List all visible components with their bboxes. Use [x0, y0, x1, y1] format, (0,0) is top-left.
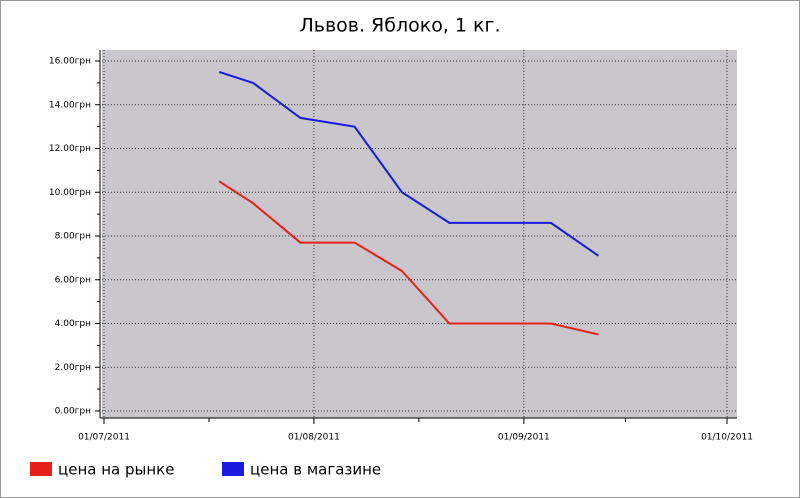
x-tick-label: 01/10/2011 — [701, 433, 753, 443]
legend-label: цена на рынке — [58, 461, 174, 479]
legend-swatch — [222, 462, 244, 476]
chart-title: Львов. Яблоко, 1 кг. — [299, 15, 500, 37]
legend-label: цена в магазине — [250, 461, 381, 479]
series-line — [218, 180, 599, 336]
y-tick-label: 10.00грн — [49, 188, 91, 198]
x-tick-label: 01/07/2011 — [78, 433, 130, 443]
y-tick-label: 0.00грн — [55, 407, 91, 417]
y-tick-label: 16.00грн — [49, 57, 91, 67]
y-tick-label: 12.00грн — [49, 144, 91, 154]
x-tick-label: 01/09/2011 — [498, 433, 550, 443]
y-tick-label: 6.00грн — [55, 275, 91, 285]
series-line — [218, 70, 599, 257]
x-tick-label: 01/08/2011 — [288, 433, 340, 443]
legend-swatch — [30, 462, 52, 476]
y-tick-label: 2.00грн — [55, 363, 91, 373]
y-tick-label: 8.00грн — [55, 232, 91, 242]
y-tick-label: 14.00грн — [49, 100, 91, 110]
plot-area — [102, 50, 737, 418]
y-tick-label: 4.00грн — [55, 319, 91, 329]
